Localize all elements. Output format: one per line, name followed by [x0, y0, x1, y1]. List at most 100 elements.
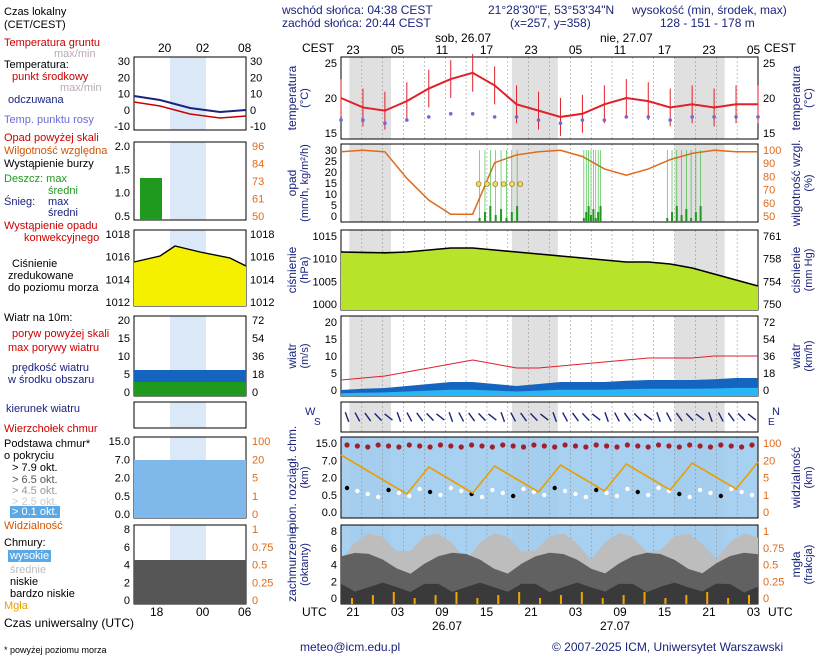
cloud-top-dot [604, 443, 610, 449]
elevation-title: wysokość (min, środek, max) [632, 3, 787, 17]
legend-tick-left: 7.0 [115, 454, 130, 466]
legend-tick-right: 0 [252, 595, 258, 607]
fog-bar [434, 595, 437, 604]
y-tick-left: 10 [325, 189, 337, 201]
y-tick-left: 15 [325, 178, 337, 190]
y-tick-right: 60 [763, 198, 775, 210]
cloud-base-dot [417, 486, 422, 492]
legend-tick-left: 6 [124, 542, 130, 554]
y-tick-right: 0 [763, 593, 769, 605]
legend-tick-left: 0.0 [115, 509, 130, 521]
cloud-top-dot [365, 444, 371, 450]
y-tick-left: 0 [331, 211, 337, 223]
legend-tick-right: 20 [252, 454, 264, 466]
legend-tick-right: -10 [250, 121, 266, 133]
time-zone-top-right: CEST [764, 41, 797, 55]
y-tick-right: 70 [763, 185, 775, 197]
y-tick-right: 0.75 [763, 543, 784, 555]
dew-point-dot [339, 118, 343, 122]
y-tick-right: 750 [763, 299, 781, 311]
precip-bar [592, 209, 595, 222]
y-tick-left: 8 [331, 526, 337, 538]
cloud-top-dot [385, 443, 392, 449]
wind-arrow [344, 412, 350, 422]
hour-tick-top: 17 [658, 43, 672, 57]
wind-arrow [614, 412, 620, 422]
cloud-top-dot [572, 443, 579, 449]
y-tick-right: 758 [763, 254, 781, 266]
dew-point-dot [470, 111, 475, 116]
hour-tick-bottom: 15 [658, 605, 672, 619]
panel-frame [340, 143, 759, 223]
cloud-top-dot [676, 444, 682, 450]
dew-point-dot [448, 111, 453, 116]
legend-fog: Mgła [4, 600, 28, 612]
panel-left-label: temperatura [285, 65, 299, 130]
legend-tick-left: 15 [118, 333, 130, 345]
legend-tick-left: 0 [124, 595, 130, 607]
y-tick-right: 25 [763, 58, 775, 70]
dew-point-dot [405, 118, 409, 122]
cloud-top-dot [687, 442, 693, 448]
cloud-base-dot [355, 488, 360, 494]
cloud-base-dot [604, 490, 609, 496]
y-tick-left: 10 [325, 351, 337, 363]
wind-arrow [747, 413, 757, 421]
cloud-base-dot [375, 494, 381, 500]
legend-tick-right: 0.75 [252, 542, 273, 554]
hour-tick-bottom: 03 [569, 605, 583, 619]
precip-bar [685, 209, 688, 222]
y-tick-left: 15 [325, 128, 337, 140]
dew-point-dot [712, 115, 716, 119]
legend-tick-left: 10 [118, 89, 130, 101]
legend-cloud-layer [134, 560, 246, 604]
legend-tick-right: 0 [252, 387, 258, 399]
y-tick-left: 6 [331, 543, 337, 555]
hour-tick-top: 23 [524, 43, 538, 57]
night-band [511, 316, 558, 396]
precip-bar [478, 218, 481, 222]
legend-tick-left: 10 [118, 351, 130, 363]
wind-arrow [717, 412, 724, 422]
dew-point-dot [690, 115, 694, 119]
footer-copyright: © 2007-2025 ICM, Uniwersytet Warszawski [552, 640, 784, 654]
y-tick-left: 0.0 [322, 507, 337, 519]
legend-temp-line [133, 101, 247, 119]
legend-okt2: > 6.5 okt. [12, 474, 58, 486]
hour-tick-bottom: 15 [480, 605, 494, 619]
legend-soil-temp-sub: max/min [54, 48, 96, 60]
legend-wind-speed: prędkość wiatru [12, 362, 90, 374]
cloud-top-dot [510, 443, 516, 449]
precip-bar [680, 215, 683, 222]
wind-dir-axis-right: N [772, 406, 780, 418]
wind-arrow [448, 412, 454, 422]
footer-email[interactable]: meteo@icm.edu.pl [300, 640, 401, 654]
fog-bar [413, 598, 416, 604]
legend-tick-right: 96 [252, 141, 264, 153]
wind-arrow [416, 412, 424, 422]
legend-storm: Wystąpienie burzy [4, 158, 94, 170]
wind-arrow [364, 412, 372, 422]
cloud-base-dot [749, 492, 755, 498]
cloud-top-dot [489, 444, 495, 450]
wind-arrow [458, 412, 465, 422]
cloud-base-dot [510, 493, 516, 499]
hour-tick-top: 05 [391, 43, 405, 57]
y-tick-right: 15 [763, 128, 775, 140]
fog-bar [727, 598, 730, 604]
cloud-base-dot [697, 487, 703, 493]
cloud-base-dot [386, 487, 391, 493]
legend-tick-right: 1018 [250, 229, 274, 241]
panel-frame [340, 436, 759, 519]
cloud-base-dot [365, 491, 370, 497]
legend-utc: Czas uniwersalny (UTC) [4, 616, 135, 630]
wind-area-low [341, 387, 758, 396]
legend-tick-right: 100 [252, 436, 270, 448]
hour-tick-bottom: 09 [435, 605, 449, 619]
panel-right-unit: (mm Hg) [803, 249, 815, 292]
wind-dir-axis-left-sub: S [314, 417, 321, 428]
fog-bar [518, 592, 521, 604]
precip-bar [590, 215, 593, 222]
cloud-base-dot [625, 486, 630, 492]
